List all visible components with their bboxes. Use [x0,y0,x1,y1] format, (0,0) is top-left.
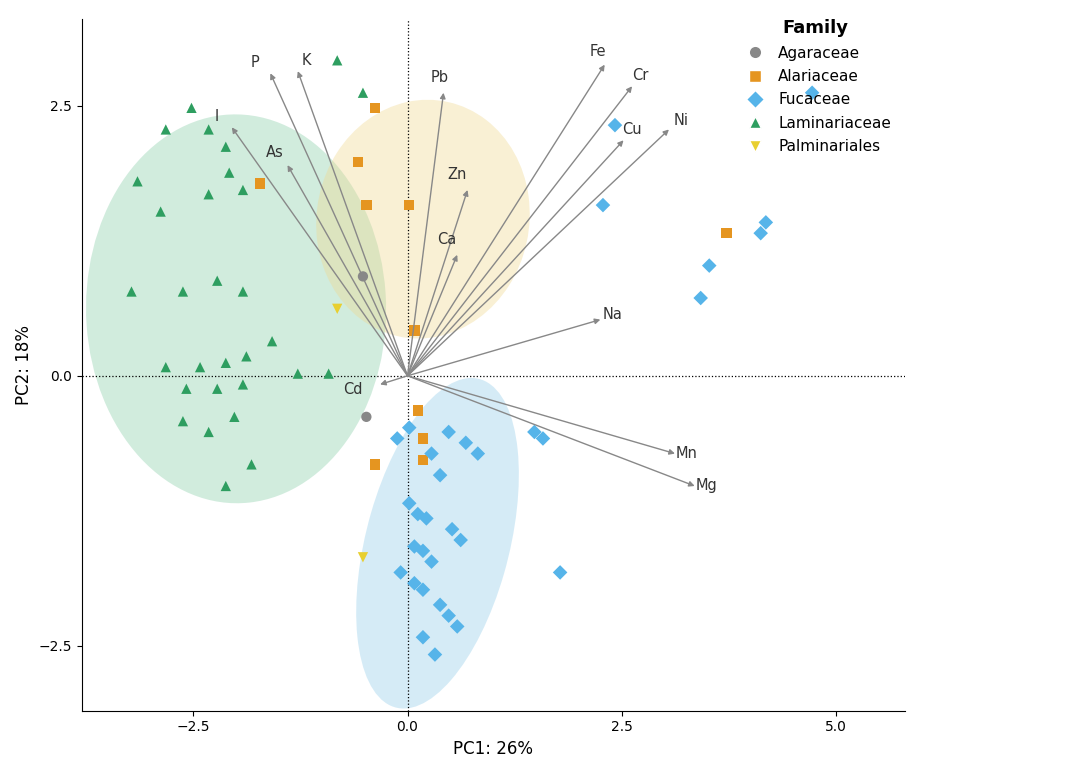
Point [414,454,432,466]
Text: Ni: Ni [673,114,688,128]
Ellipse shape [87,114,386,503]
Point [444,523,461,536]
Point [388,432,406,444]
Point [200,123,217,135]
Point [217,356,235,369]
Ellipse shape [356,378,519,709]
Point [409,508,426,520]
Point [594,199,611,211]
Ellipse shape [316,100,530,339]
Point [757,216,775,229]
Text: Fe: Fe [590,44,606,60]
Point [192,361,209,373]
Point [235,378,252,390]
Point [329,302,346,315]
Point [358,199,375,211]
Point [392,567,409,579]
Text: K: K [302,53,312,68]
Point [414,584,432,596]
X-axis label: PC1: 26%: PC1: 26% [453,740,533,758]
Point [426,649,444,661]
Point [354,271,371,283]
Text: Mn: Mn [676,446,698,461]
Point [209,383,226,395]
Text: Na: Na [603,307,622,322]
Point [414,432,432,444]
Point [151,206,169,218]
Point [400,497,418,509]
Point [329,54,346,66]
Point [354,87,371,99]
Point [752,227,769,240]
Point [235,184,252,196]
Point [367,102,384,114]
Point [526,426,543,438]
Point [606,119,623,131]
Point [423,556,440,568]
Point [367,458,384,471]
Point [440,609,458,621]
Point [418,512,435,525]
Point [692,292,710,305]
Point [414,545,432,557]
Point [263,335,280,347]
Point [440,426,458,438]
Text: As: As [266,145,283,160]
Point [458,437,475,449]
Point [400,421,418,434]
Text: Cu: Cu [622,122,642,137]
Point [242,458,260,471]
Point [157,123,174,135]
Point [432,469,449,482]
Point [452,534,470,547]
Point [217,480,235,492]
Point [406,577,423,590]
Point [535,432,552,444]
Point [217,141,235,153]
Point [251,177,268,189]
Text: Cr: Cr [633,68,649,83]
Point [123,285,141,298]
Point [717,227,735,240]
Point [552,567,569,579]
Text: Zn: Zn [448,167,467,182]
Text: Mg: Mg [696,478,717,493]
Point [238,350,255,363]
Point [235,285,252,298]
Point [470,448,487,460]
Text: Pb: Pb [431,70,448,85]
Text: P: P [251,55,260,70]
Point [358,410,375,423]
Point [226,410,243,423]
Point [221,166,238,179]
Point [406,540,423,553]
Point [423,448,440,460]
Text: Ca: Ca [437,232,457,247]
Y-axis label: PC2: 18%: PC2: 18% [15,325,32,405]
Legend: Agaraceae, Alariaceae, Fucaceae, Laminariaceae, Palminariales: Agaraceae, Alariaceae, Fucaceae, Laminar… [734,13,897,160]
Point [804,87,821,99]
Point [177,383,195,395]
Point [320,367,338,380]
Point [406,324,423,336]
Point [129,175,146,188]
Point [157,361,174,373]
Point [701,260,718,272]
Point [174,285,192,298]
Point [354,551,371,564]
Point [409,404,426,417]
Point [209,274,226,287]
Point [400,199,418,211]
Point [414,631,432,643]
Point [449,620,466,632]
Point [174,415,192,427]
Text: I: I [214,109,219,124]
Point [200,188,217,200]
Text: Cd: Cd [343,383,362,397]
Point [183,102,200,114]
Point [289,367,306,380]
Point [200,426,217,438]
Point [349,155,367,168]
Point [432,598,449,611]
